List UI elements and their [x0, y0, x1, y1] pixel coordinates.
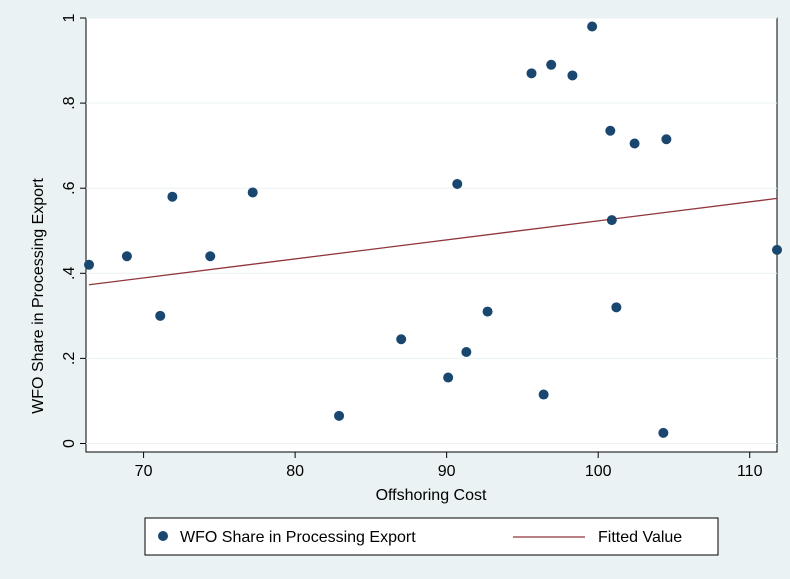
legend-marker-scatter: [158, 531, 168, 541]
data-point: [461, 347, 472, 358]
x-axis-label: Offshoring Cost: [376, 487, 487, 504]
y-tick-label: 0: [61, 439, 78, 448]
data-point: [526, 68, 537, 79]
fitted-value-line: [88, 197, 778, 286]
data-point: [538, 389, 549, 400]
x-tick-label: 70: [135, 463, 153, 480]
data-point: [247, 187, 258, 198]
fitted-line-layer: [88, 197, 778, 286]
legend-box: [144, 517, 719, 556]
legend-label-scatter: WFO Share in Processing Export: [180, 529, 416, 546]
data-point: [155, 310, 166, 321]
data-point: [205, 251, 216, 262]
y-tick-label: .6: [61, 181, 78, 194]
data-point: [443, 372, 454, 383]
data-point: [629, 138, 640, 149]
data-point: [611, 302, 622, 313]
y-tick-label: .4: [61, 267, 78, 280]
plot-area: [85, 17, 778, 453]
data-point: [334, 410, 345, 421]
x-axis: 70 80 90 100 110: [135, 452, 763, 480]
x-tick-label: 100: [585, 463, 612, 480]
data-point: [587, 21, 598, 32]
data-point: [396, 334, 407, 345]
y-axis-label: WFO Share in Processing Export: [30, 178, 47, 414]
data-point: [606, 215, 617, 226]
data-point: [482, 306, 493, 317]
legend-label-fitted: Fitted Value: [598, 529, 682, 546]
x-tick-label: 80: [286, 463, 304, 480]
y-tick-label: .2: [61, 352, 78, 365]
data-point: [121, 251, 132, 262]
data-point: [605, 125, 616, 136]
data-point: [772, 244, 782, 255]
data-point: [658, 427, 669, 438]
y-axis: 0 .2 .4 .6 .8 1: [61, 13, 86, 448]
data-point: [84, 259, 95, 270]
data-point: [452, 178, 463, 189]
grid-lines: [86, 17, 777, 444]
data-point: [167, 191, 178, 202]
x-tick-label: 90: [438, 463, 456, 480]
data-point: [546, 59, 557, 70]
y-tick-label: .8: [61, 96, 78, 109]
legend: WFO Share in Processing Export Fitted Va…: [144, 517, 719, 556]
x-tick-label: 110: [737, 463, 763, 480]
y-tick-label: 1: [61, 13, 78, 22]
data-point: [661, 134, 672, 145]
data-point: [567, 70, 578, 81]
scatter-points: [84, 21, 782, 438]
